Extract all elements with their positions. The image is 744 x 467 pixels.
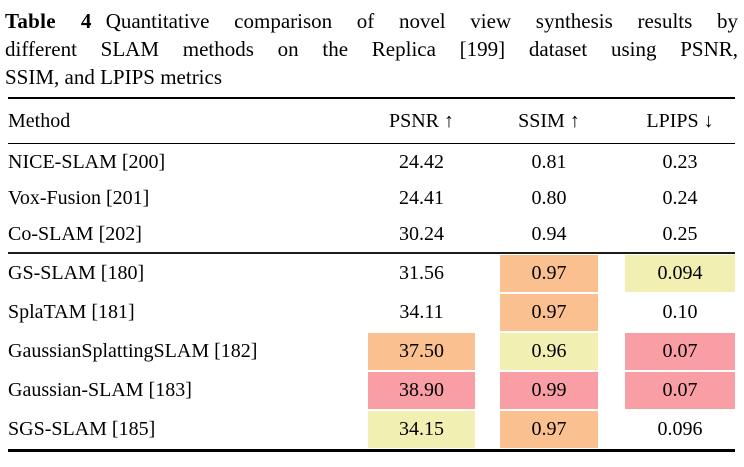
table-group-rule <box>8 252 735 254</box>
column-gap <box>475 410 500 449</box>
table-row-gs-slam: GS-SLAM [180] 31.56 0.97 0.094 <box>8 254 735 293</box>
cell-method: GaussianSplattingSLAM [182] <box>8 340 258 362</box>
table-header-row: Method PSNR ↑ SSIM ↑ LPIPS ↓ <box>8 99 735 143</box>
table-row-vox-fusion: Vox-Fusion [201] 24.41 0.80 0.24 <box>8 180 735 216</box>
cell-method: SplaTAM [181] <box>8 301 135 323</box>
column-gap <box>475 293 500 332</box>
table-bottom-rule <box>8 449 735 452</box>
caption-text-line-1: Quantitative comparison of novel view sy… <box>105 9 738 33</box>
table-caption: Table 4 Quantitative comparison of novel … <box>5 7 738 91</box>
cell-lpips: 0.24 <box>662 186 698 209</box>
column-gap <box>598 180 625 216</box>
column-gap <box>475 254 500 293</box>
column-gap <box>598 293 625 332</box>
caption-line-1: Table 4 Quantitative comparison of novel … <box>5 7 738 35</box>
column-gap <box>598 332 625 371</box>
cell-method: NICE-SLAM [200] <box>8 150 166 173</box>
column-header-lpips: LPIPS ↓ <box>646 109 714 132</box>
column-gap <box>475 99 500 143</box>
table-top-rule <box>8 97 735 99</box>
cell-ssim: 0.97 <box>500 410 598 449</box>
column-header-method: Method <box>8 109 71 132</box>
column-header-psnr: PSNR ↑ <box>388 109 455 132</box>
table-row-gaussian-slam: Gaussian-SLAM [183] 38.90 0.99 0.07 <box>8 371 735 410</box>
cell-ssim: 0.81 <box>531 150 567 173</box>
column-gap <box>598 99 625 143</box>
table-row-gaussiansplattingslam: GaussianSplattingSLAM [182] 37.50 0.96 0… <box>8 332 735 371</box>
column-gap <box>598 371 625 410</box>
cell-method: GS-SLAM [180] <box>8 262 145 284</box>
column-gap <box>475 332 500 371</box>
cell-lpips: 0.10 <box>662 301 698 323</box>
cell-psnr: 30.24 <box>399 222 444 245</box>
cell-ssim: 0.97 <box>500 293 598 332</box>
column-gap <box>475 371 500 410</box>
caption-label: Table 4 <box>5 9 92 33</box>
column-gap <box>475 216 500 252</box>
column-gap <box>475 144 500 180</box>
table-row-sgs-slam: SGS-SLAM [185] 34.15 0.97 0.096 <box>8 410 735 449</box>
cell-psnr: 31.56 <box>399 262 444 284</box>
column-header-ssim: SSIM ↑ <box>518 109 580 132</box>
cell-ssim: 0.94 <box>531 222 567 245</box>
cell-psnr: 34.15 <box>368 410 475 449</box>
cell-psnr: 24.42 <box>399 150 444 173</box>
cell-psnr: 24.41 <box>399 186 444 209</box>
cell-lpips: 0.094 <box>625 254 735 293</box>
results-table: Method PSNR ↑ SSIM ↑ LPIPS ↓ NICE-SLAM [… <box>8 97 735 452</box>
column-gap <box>598 216 625 252</box>
cell-lpips: 0.07 <box>625 332 735 371</box>
cell-lpips: 0.096 <box>657 418 703 440</box>
cell-psnr: 34.11 <box>399 301 444 323</box>
table-row-splatam: SplaTAM [181] 34.11 0.97 0.10 <box>8 293 735 332</box>
cell-method: Vox-Fusion [201] <box>8 186 150 209</box>
cell-method: Co-SLAM [202] <box>8 222 142 245</box>
caption-text-line-2: different SLAM methods on the Replica [1… <box>5 37 738 61</box>
table-row-co-slam: Co-SLAM [202] 30.24 0.94 0.25 <box>8 216 735 252</box>
cell-ssim: 0.99 <box>500 371 598 410</box>
column-gap <box>598 410 625 449</box>
column-gap <box>598 254 625 293</box>
cell-ssim: 0.97 <box>500 254 598 293</box>
cell-method: SGS-SLAM [185] <box>8 418 156 440</box>
cell-lpips: 0.25 <box>662 222 698 245</box>
caption-text-line-3: SSIM, and LPIPS metrics <box>5 65 223 89</box>
column-gap <box>475 180 500 216</box>
cell-psnr: 37.50 <box>368 332 475 371</box>
table-row-nice-slam: NICE-SLAM [200] 24.42 0.81 0.23 <box>8 144 735 180</box>
cell-method: Gaussian-SLAM [183] <box>8 379 192 401</box>
cell-ssim: 0.96 <box>500 332 598 371</box>
cell-ssim: 0.80 <box>531 186 567 209</box>
cell-psnr: 38.90 <box>368 371 475 410</box>
cell-lpips: 0.23 <box>662 150 698 173</box>
cell-lpips: 0.07 <box>625 371 735 410</box>
table-header-rule <box>8 143 735 144</box>
column-gap <box>598 144 625 180</box>
